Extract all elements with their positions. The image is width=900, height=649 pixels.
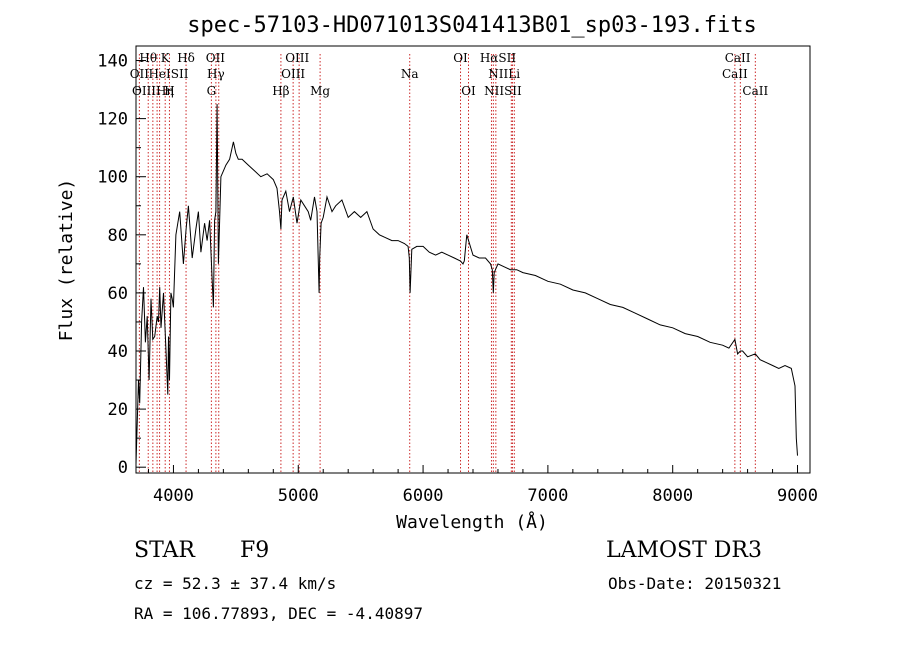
y-tick-label: 100: [97, 168, 128, 188]
y-tick-label: 80: [108, 226, 128, 246]
spectral-line-markers: [138, 54, 756, 473]
spectral-line-label: Mg: [310, 84, 330, 98]
x-tick-label: 7000: [527, 486, 568, 506]
y-tick-label: 60: [108, 284, 128, 304]
spectral-line-label: G: [207, 84, 217, 98]
plot-frame: [135, 45, 811, 474]
coordinates: RA = 106.77893, DEC = -4.40897: [134, 604, 423, 623]
x-tick-label: 8000: [652, 486, 693, 506]
x-tick-label: 9000: [777, 486, 818, 506]
spectral-line-label: Hβ: [272, 84, 289, 98]
spectral-line-label: Hγ: [207, 67, 225, 81]
spectral-line-label: CaII: [722, 67, 748, 81]
spectral-line-label: OII: [206, 51, 226, 65]
chart-title: spec-57103-HD071013S041413B01_sp03-193.f…: [187, 13, 757, 38]
spectral-line-label: Na: [401, 67, 419, 81]
spectral-line-label: OIIIHη: [132, 84, 174, 98]
spectral-line-label: OI: [461, 84, 476, 98]
y-tick-label: 0: [118, 458, 128, 478]
x-axis: 4000 5000 6000 7000 8000 9000: [147, 465, 818, 506]
spectral-line-label: CaII: [742, 84, 768, 98]
spectral-line-label: OII: [130, 67, 150, 81]
y-tick-label: 20: [108, 400, 128, 420]
spectral-line-label: OIII: [285, 51, 309, 65]
spectral-line-label: NIILi: [488, 67, 520, 81]
observation-date: Obs-Date: 20150321: [608, 574, 782, 593]
spectral-line-label: NIISII: [484, 84, 522, 98]
spectral-line-label: HαSII: [480, 51, 517, 65]
y-tick-label: 120: [97, 110, 128, 130]
spectral-line-label: CaII: [725, 51, 751, 65]
spectral-line-label: Hδ: [177, 51, 195, 65]
y-axis-label: Flux (relative): [56, 179, 77, 342]
spectral-line-label: K: [161, 51, 171, 65]
x-tick-label: 6000: [403, 486, 444, 506]
object-subclass: F9: [240, 538, 270, 563]
y-axis: 0 20 40 60 80 100 120 140: [97, 52, 146, 478]
object-class: STAR: [134, 538, 195, 563]
y-tick-label: 140: [97, 52, 128, 72]
y-tick-label: 40: [108, 342, 128, 362]
redshift-value: cz = 52.3 ± 37.4 km/s: [134, 574, 337, 593]
x-tick-label: 5000: [278, 486, 319, 506]
spectral-line-label: H: [164, 84, 174, 98]
spectral-line-label: OIII: [281, 67, 305, 81]
spectral-line-label: Hθ: [139, 51, 157, 65]
flux-series-line: [135, 104, 798, 465]
survey-name: LAMOST DR3: [606, 538, 762, 563]
spectral-line-label: HeISII: [148, 67, 188, 81]
spectral-line-label: OI: [453, 51, 468, 65]
x-axis-label: Wavelength (Å): [396, 511, 548, 533]
x-tick-label: 4000: [153, 486, 194, 506]
